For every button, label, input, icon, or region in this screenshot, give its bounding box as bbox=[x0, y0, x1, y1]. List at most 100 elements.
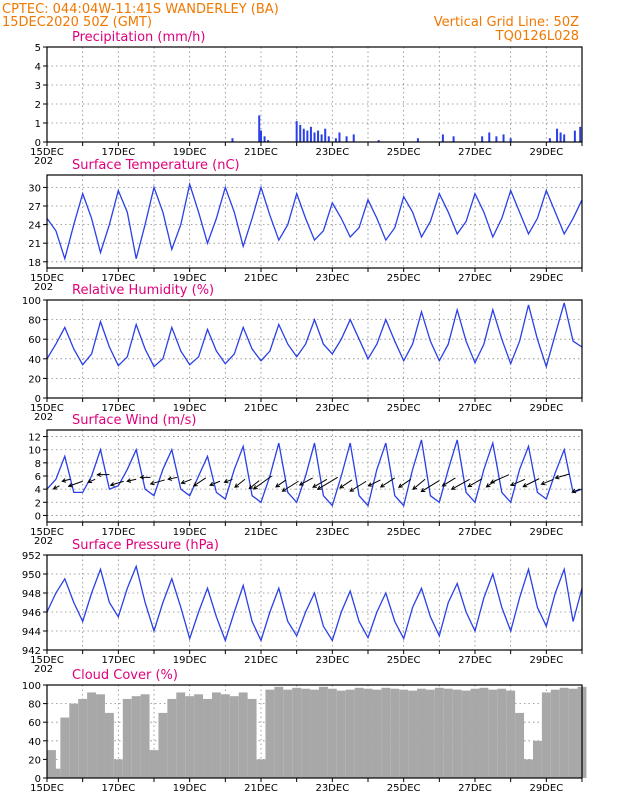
x-tick-label: 23DEC bbox=[315, 783, 349, 794]
precip-bar bbox=[263, 136, 266, 142]
x-tick-label: 15DEC bbox=[30, 403, 64, 414]
cloud-bar bbox=[381, 687, 391, 778]
y-tick-label: 3 bbox=[35, 81, 41, 92]
year-label: 202 bbox=[34, 664, 53, 675]
wind-arrow bbox=[281, 480, 299, 492]
cloud-bar bbox=[479, 687, 489, 778]
x-tick-label: 19DEC bbox=[173, 655, 207, 666]
precip-bar bbox=[579, 126, 582, 142]
cloud-bar bbox=[363, 688, 373, 778]
year-label: 202 bbox=[34, 536, 53, 547]
y-tick-label: 1 bbox=[35, 119, 41, 130]
precip-bar bbox=[441, 134, 444, 142]
cloud-bar bbox=[140, 694, 150, 778]
precip-bar bbox=[345, 136, 348, 142]
cloud-bar bbox=[443, 688, 453, 778]
cloud-bar bbox=[220, 694, 230, 778]
x-tick-label: 23DEC bbox=[315, 655, 349, 666]
cloud-bar bbox=[283, 689, 293, 778]
wind-arrow bbox=[489, 474, 510, 484]
y-tick-label: 0 bbox=[35, 511, 41, 522]
precip-bar bbox=[352, 134, 355, 142]
precip-bar bbox=[302, 128, 305, 142]
x-tick-label: 23DEC bbox=[315, 273, 349, 284]
wind-arrow bbox=[397, 478, 412, 488]
wind-arrow bbox=[234, 478, 246, 488]
x-tick-label: 25DEC bbox=[387, 527, 421, 538]
wind-arrow bbox=[109, 480, 124, 487]
cloud-bar bbox=[417, 688, 426, 778]
cloud-bar bbox=[327, 688, 337, 778]
cloud-bar bbox=[354, 687, 364, 778]
x-tick-label: 25DEC bbox=[387, 147, 421, 158]
wind-arrow bbox=[379, 477, 396, 488]
precip-bar bbox=[548, 138, 551, 142]
cloud-bar bbox=[256, 759, 266, 778]
y-tick-label: 2 bbox=[35, 100, 41, 111]
cloud-bar bbox=[78, 698, 88, 778]
cloud-bar bbox=[229, 696, 239, 778]
cloud-bar bbox=[301, 688, 311, 778]
wind-arrow bbox=[223, 478, 233, 484]
y-tick-label: 0 bbox=[35, 138, 41, 149]
temperature-frame bbox=[46, 174, 583, 269]
cloud-bar bbox=[434, 687, 444, 778]
cloud-bar bbox=[60, 717, 70, 778]
y-tick-label: 952 bbox=[22, 551, 41, 562]
y-tick-label: 948 bbox=[22, 589, 41, 600]
x-tick-label: 27DEC bbox=[458, 783, 492, 794]
y-tick-label: 0 bbox=[35, 774, 41, 785]
y-tick-label: 10 bbox=[28, 446, 41, 457]
cloud-bar bbox=[265, 689, 275, 778]
wind-arrow bbox=[509, 478, 526, 487]
y-tick-label: 60 bbox=[28, 718, 41, 729]
wind-arrow bbox=[298, 477, 313, 486]
y-tick-label: 20 bbox=[28, 755, 41, 766]
cloud-bar bbox=[318, 686, 328, 778]
precip-bar bbox=[327, 136, 330, 142]
x-tick-label: 17DEC bbox=[101, 783, 135, 794]
wind-arrow bbox=[61, 478, 71, 483]
precipitation-frame bbox=[46, 46, 583, 143]
precip-bar bbox=[509, 138, 512, 142]
cloud-bar bbox=[345, 689, 355, 778]
cloud-bar bbox=[158, 712, 168, 778]
x-tick-label: 23DEC bbox=[315, 527, 349, 538]
x-tick-label: 15DEC bbox=[30, 527, 64, 538]
station-header: CPTEC: 044:04W-11:41S WANDERLEY (BA) bbox=[2, 2, 279, 17]
cloud-bar bbox=[47, 750, 56, 778]
cloud-bar bbox=[532, 740, 542, 778]
wind-arrow bbox=[149, 479, 165, 486]
x-tick-label: 29DEC bbox=[529, 403, 563, 414]
y-tick-label: 0 bbox=[35, 394, 41, 405]
wind-arrow bbox=[312, 478, 328, 488]
y-tick-label: 80 bbox=[28, 700, 41, 711]
x-tick-label: 17DEC bbox=[101, 273, 135, 284]
precip-bar bbox=[320, 134, 323, 142]
precip-bar bbox=[502, 134, 505, 142]
wind-arrow bbox=[412, 478, 426, 490]
year-label: 202 bbox=[34, 282, 53, 293]
cloud-bar bbox=[149, 750, 159, 778]
y-tick-label: 6 bbox=[35, 472, 41, 483]
x-tick-label: 29DEC bbox=[529, 783, 563, 794]
x-tick-label: 25DEC bbox=[387, 783, 421, 794]
cloud-bar bbox=[185, 696, 195, 778]
precip-bar bbox=[324, 128, 327, 142]
y-tick-label: 946 bbox=[22, 608, 41, 619]
wind-arrow bbox=[87, 478, 96, 484]
cloud-bar bbox=[452, 689, 462, 778]
cloud-bar bbox=[238, 692, 248, 778]
precip-bar bbox=[309, 126, 312, 142]
cloud-bar bbox=[470, 688, 480, 778]
precip-bar bbox=[556, 128, 559, 142]
cloud-bar bbox=[247, 698, 257, 778]
x-tick-label: 17DEC bbox=[101, 147, 135, 158]
y-tick-label: 942 bbox=[22, 646, 41, 657]
x-tick-label: 25DEC bbox=[387, 655, 421, 666]
x-tick-label: 21DEC bbox=[244, 273, 278, 284]
x-tick-label: 15DEC bbox=[30, 783, 64, 794]
x-tick-label: 19DEC bbox=[173, 783, 207, 794]
wind-panel: Surface Wind (m/s) 0 2 4 6 8 10 12 15DEC 17DEC 19D… bbox=[28, 413, 583, 547]
x-tick-label: 27DEC bbox=[458, 273, 492, 284]
